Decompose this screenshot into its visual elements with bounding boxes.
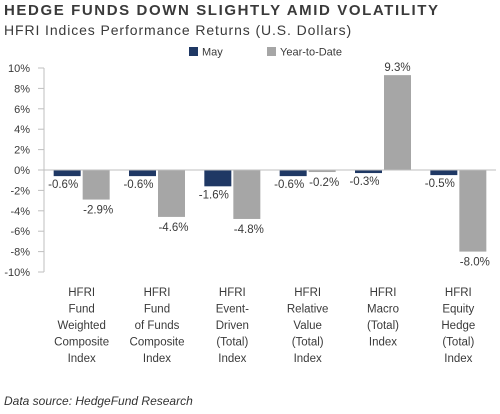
x-category-label-line: Index bbox=[444, 353, 472, 365]
y-tick-label: -8% bbox=[10, 247, 30, 259]
legend-swatch-ytd bbox=[267, 47, 276, 56]
x-category-label-line: HFRI bbox=[445, 287, 472, 299]
x-category-label-line: Index bbox=[68, 353, 96, 365]
y-tick-label: 2% bbox=[14, 145, 30, 157]
data-label-ytd: -4.6% bbox=[158, 222, 188, 234]
x-category-label: HFRI Relative Value (Total) Index bbox=[287, 287, 329, 365]
data-label-may: -0.6% bbox=[48, 179, 78, 191]
bar-ytd bbox=[158, 170, 185, 217]
data-label-ytd: 9.3% bbox=[384, 62, 410, 74]
x-category-label-line: (Total) bbox=[292, 337, 324, 349]
bars bbox=[53, 75, 487, 252]
bar-ytd bbox=[308, 170, 336, 173]
x-category-label-line: HFRI bbox=[68, 287, 95, 299]
x-category-label-line: Composite bbox=[130, 337, 185, 349]
bar-may bbox=[355, 170, 382, 174]
x-axis-labels: HFRI Fund Weighted Composite Index HFRI Fund of… bbox=[54, 287, 475, 365]
y-axis: 10% 8% 6% 4% 2% 0% -2% -4% -6% -8% -10% bbox=[4, 63, 45, 279]
x-category-label: HFRI Macro (Total) Index bbox=[367, 287, 399, 349]
x-category-label-line: Hedge bbox=[441, 320, 475, 332]
data-label-ytd: -4.8% bbox=[234, 224, 264, 236]
x-category-label-line: Index bbox=[143, 353, 171, 365]
x-category-label-line: Equity bbox=[442, 304, 474, 316]
x-category-label-line: HFRI bbox=[294, 287, 321, 299]
bar-may bbox=[279, 170, 307, 177]
y-tick-label: -4% bbox=[10, 206, 30, 218]
x-category-label-line: HFRI bbox=[144, 287, 171, 299]
x-category-label-line: Composite bbox=[54, 337, 109, 349]
y-tick-label: 6% bbox=[14, 104, 30, 116]
data-label-ytd: -8.0% bbox=[460, 257, 490, 269]
x-category-label-line: Relative bbox=[287, 304, 329, 316]
x-category-label-line: (Total) bbox=[367, 320, 399, 332]
x-category-label-line: Value bbox=[293, 320, 322, 332]
x-category-label-line: Driven bbox=[216, 320, 249, 332]
x-category-label-line: Weighted bbox=[57, 320, 105, 332]
data-label-may: -1.6% bbox=[199, 189, 229, 201]
bar-may bbox=[204, 170, 232, 187]
x-category-label-line: Index bbox=[369, 337, 397, 349]
data-label-may: -0.5% bbox=[425, 178, 455, 190]
chart-subtitle: HFRI Indices Performance Returns (U.S. D… bbox=[4, 22, 353, 38]
chart-title: HEDGE FUNDS DOWN SLIGHTLY AMID VOLATILIT… bbox=[4, 2, 440, 19]
bar-may bbox=[430, 170, 458, 176]
bar-ytd bbox=[384, 75, 411, 170]
x-category-label-line: Fund bbox=[144, 304, 170, 316]
bar-may bbox=[53, 170, 81, 177]
y-tick-label: 10% bbox=[8, 63, 30, 75]
y-tick-label: -2% bbox=[10, 185, 30, 197]
x-category-label-line: Index bbox=[294, 353, 322, 365]
data-label-may: -0.3% bbox=[349, 176, 379, 188]
x-category-label-line: Index bbox=[218, 353, 246, 365]
x-category-label: HFRI Equity Hedge (Total) Index bbox=[441, 287, 475, 365]
legend: May Year-to-Date bbox=[189, 47, 342, 59]
x-category-label-line: HFRI bbox=[370, 287, 397, 299]
legend-swatch-may bbox=[189, 47, 198, 56]
x-category-label-line: (Total) bbox=[216, 337, 248, 349]
data-label-may: -0.6% bbox=[123, 179, 153, 191]
data-labels: -0.6% -2.9% -0.6% -4.6% -1.6% -4.8% -0.6% -0.2%… bbox=[48, 62, 490, 268]
x-category-label-line: of Funds bbox=[135, 320, 180, 332]
y-tick-label: 4% bbox=[14, 124, 30, 136]
bar-ytd bbox=[459, 170, 487, 252]
bar-may bbox=[129, 170, 156, 177]
x-category-label-line: (Total) bbox=[442, 337, 474, 349]
x-category-label-line: HFRI bbox=[219, 287, 246, 299]
legend-label-may: May bbox=[202, 47, 223, 59]
y-tick-label: -6% bbox=[10, 226, 30, 238]
x-category-label-line: Event- bbox=[216, 304, 249, 316]
data-source-note: Data source: HedgeFund Research bbox=[4, 394, 193, 408]
bar-ytd bbox=[233, 170, 261, 219]
x-category-label: HFRI Event- Driven (Total) Index bbox=[216, 287, 249, 365]
y-tick-label: 8% bbox=[14, 83, 30, 95]
bar-ytd bbox=[82, 170, 110, 200]
y-tick-label: 0% bbox=[14, 165, 30, 177]
data-label-ytd: -2.9% bbox=[83, 205, 113, 217]
x-category-label-line: Macro bbox=[367, 304, 399, 316]
data-label-may: -0.6% bbox=[274, 179, 304, 191]
x-category-label: HFRI Fund of Funds Composite Index bbox=[130, 287, 185, 365]
data-label-ytd: -0.2% bbox=[309, 177, 339, 189]
x-category-label-line: Fund bbox=[69, 304, 95, 316]
legend-label-ytd: Year-to-Date bbox=[280, 47, 342, 59]
y-tick-label: -10% bbox=[4, 267, 30, 279]
x-category-label: HFRI Fund Weighted Composite Index bbox=[54, 287, 109, 365]
